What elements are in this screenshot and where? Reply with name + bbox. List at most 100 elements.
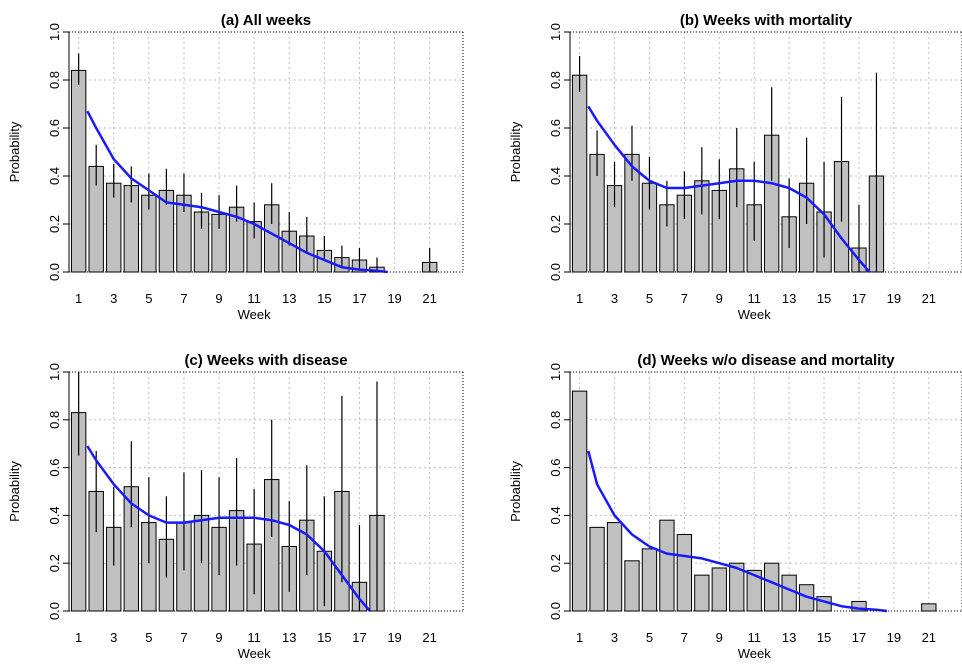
x-tick-label: 13 [782, 630, 796, 645]
y-tick-label: 0.8 [47, 411, 62, 429]
y-tick-label: 0.8 [548, 71, 563, 89]
y-axis-label: Probability [7, 121, 22, 182]
x-tick-label: 11 [747, 630, 761, 645]
x-tick-label: 13 [282, 291, 296, 306]
y-tick-label: 0.6 [47, 459, 62, 477]
y-tick-label: 0.0 [548, 263, 563, 281]
x-axis-label: Week [738, 646, 771, 661]
smooth-trend-line [86, 445, 371, 612]
bar-week-21 [921, 603, 937, 612]
bar-week-1 [571, 74, 588, 273]
x-tick-label: 21 [922, 291, 936, 306]
x-tick-label: 3 [611, 291, 618, 306]
y-tick-label: 0.8 [548, 411, 563, 429]
chart-panel-1: 0.00.20.40.60.81.01 3 5 7 9 11 13 15 17 19 21WeekP… [7, 12, 464, 322]
bar-week-10 [729, 562, 745, 612]
y-axis-label: Probability [7, 461, 22, 522]
y-tick-label: 0.4 [47, 506, 62, 524]
y-tick-label: 0.6 [548, 119, 563, 137]
y-tick-label: 1.0 [548, 23, 563, 41]
chart-panel-3: 0.00.20.40.60.81.01 3 5 7 9 11 13 15 17 19 21WeekP… [7, 352, 464, 661]
y-tick-label: 1.0 [548, 363, 563, 381]
x-tick-label: 1 [75, 291, 82, 306]
x-tick-label: 3 [110, 630, 117, 645]
chart-title: (d) Weeks w/o disease and mortality [637, 352, 895, 369]
chart-panel-4: 0.00.20.40.60.81.01 3 5 7 9 11 13 15 17 19 21WeekP… [508, 352, 962, 661]
y-tick-label: 0.4 [548, 167, 563, 185]
x-tick-label: 7 [180, 291, 187, 306]
x-tick-label: 13 [782, 291, 796, 306]
x-tick-label: 19 [887, 291, 901, 306]
x-tick-label: 15 [817, 291, 831, 306]
x-axis-label: Week [238, 646, 271, 661]
y-tick-label: 0.6 [47, 119, 62, 137]
bar-week-11 [746, 569, 762, 612]
y-tick-label: 0.8 [47, 71, 62, 89]
x-tick-label: 9 [716, 630, 723, 645]
x-tick-label: 7 [681, 630, 688, 645]
x-tick-label: 1 [576, 630, 583, 645]
x-tick-label: 5 [145, 630, 152, 645]
x-tick-label: 9 [215, 291, 222, 306]
bar-week-8 [694, 574, 710, 612]
x-tick-label: 11 [747, 291, 761, 306]
y-axis-label: Probability [508, 121, 523, 182]
x-tick-label: 1 [75, 630, 82, 645]
x-tick-label: 13 [282, 630, 296, 645]
bar-week-6 [659, 519, 675, 612]
bar-week-4 [624, 560, 640, 612]
x-tick-label: 3 [611, 630, 618, 645]
x-tick-label: 1 [576, 291, 583, 306]
x-tick-label: 11 [247, 630, 261, 645]
x-tick-label: 9 [716, 291, 723, 306]
x-axis-label: Week [738, 307, 771, 322]
x-tick-label: 5 [145, 291, 152, 306]
smooth-trend-line [587, 105, 871, 273]
x-tick-label: 15 [817, 630, 831, 645]
bar-week-1 [70, 69, 87, 273]
x-tick-label: 17 [352, 291, 366, 306]
y-tick-label: 0.2 [47, 554, 62, 572]
x-tick-label: 17 [852, 291, 866, 306]
bar-week-7 [676, 534, 693, 612]
chart-panel-2: 0.00.20.40.60.81.01 3 5 7 9 11 13 15 17 19 21WeekP… [508, 12, 962, 322]
x-tick-label: 3 [110, 291, 117, 306]
y-axis-label: Probability [508, 461, 523, 522]
x-tick-label: 9 [215, 630, 222, 645]
y-tick-label: 1.0 [47, 23, 62, 41]
y-tick-label: 0.0 [47, 263, 62, 281]
y-tick-label: 0.2 [548, 215, 563, 233]
bar-week-9 [711, 567, 727, 612]
y-tick-label: 0.0 [548, 602, 563, 620]
bar-week-5 [641, 548, 658, 612]
bar-week-12 [764, 562, 780, 612]
chart-title: (a) All weeks [221, 12, 311, 29]
y-tick-label: 1.0 [47, 363, 62, 381]
x-tick-label: 19 [387, 630, 401, 645]
chart-title: (b) Weeks with mortality [680, 12, 853, 29]
x-tick-label: 7 [681, 291, 688, 306]
bar-week-13 [781, 574, 797, 612]
x-tick-label: 15 [317, 630, 331, 645]
x-tick-label: 11 [247, 291, 261, 306]
x-tick-label: 21 [422, 291, 436, 306]
y-tick-label: 0.4 [548, 506, 563, 524]
x-tick-label: 19 [387, 291, 401, 306]
x-tick-label: 7 [180, 630, 187, 645]
smooth-trend-line [587, 450, 888, 613]
bar-week-1 [571, 390, 588, 612]
y-tick-label: 0.2 [47, 215, 62, 233]
x-tick-label: 21 [422, 630, 436, 645]
bar-week-3 [606, 522, 623, 612]
x-tick-label: 5 [646, 630, 653, 645]
x-tick-label: 5 [646, 291, 653, 306]
x-tick-label: 15 [317, 291, 331, 306]
y-tick-label: 0.4 [47, 167, 62, 185]
chart-title: (c) Weeks with disease [184, 352, 347, 369]
x-tick-label: 21 [922, 630, 936, 645]
x-tick-label: 17 [352, 630, 366, 645]
x-tick-label: 19 [887, 630, 901, 645]
y-tick-label: 0.6 [548, 459, 563, 477]
y-tick-label: 0.0 [47, 602, 62, 620]
y-tick-label: 0.2 [548, 554, 563, 572]
